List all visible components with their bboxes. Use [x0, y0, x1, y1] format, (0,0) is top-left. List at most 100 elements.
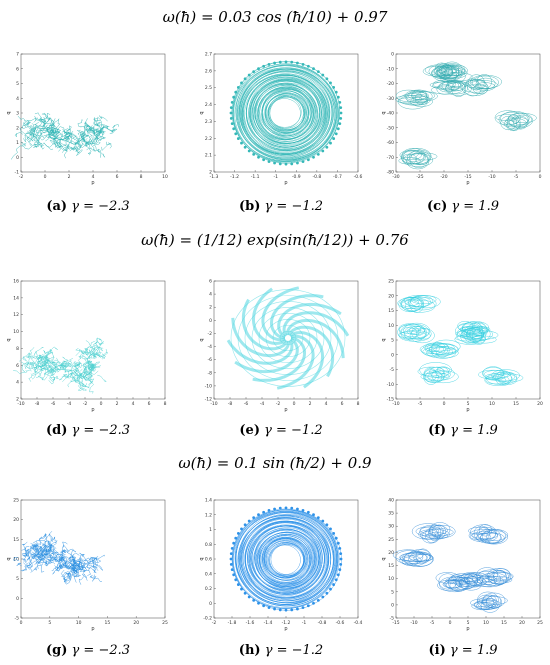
- x-tick-label: -2: [212, 620, 217, 626]
- y-tick-label: 2.1: [205, 153, 212, 159]
- edge-point: [262, 604, 266, 608]
- y-tick-label: 6: [16, 66, 19, 72]
- trajectory-segment: [84, 138, 89, 146]
- trajectory-segment: [47, 131, 55, 139]
- trajectory-segment: [51, 565, 59, 572]
- orbit-loop: [434, 64, 466, 79]
- trajectory-segment: [42, 112, 52, 120]
- plot-e: -10 -8 -6 -4 -2 0 2 4 6 8 -12 -10 -8 -6 -4 -2 0 2 4 6 p q: [198, 277, 363, 413]
- orbit-loop: [415, 526, 440, 536]
- caption-gamma: γ = 1.9: [449, 643, 498, 658]
- formula-row-1: ω(ħ) = 0.03 cos (ħ/10) + 0.97: [162, 8, 388, 26]
- orbit-loop: [482, 366, 504, 381]
- trajectory-segment: [29, 361, 34, 369]
- orbit-loop: [402, 153, 434, 167]
- plot-frame: [20, 53, 166, 173]
- edge-point: [247, 519, 251, 523]
- y-tick-label: -4: [208, 344, 213, 350]
- edge-point: [284, 506, 288, 510]
- trajectory-segment: [52, 136, 59, 144]
- y-tick-label: 0: [16, 596, 19, 602]
- orbit-loop: [492, 568, 511, 581]
- trajectory-segment: [71, 361, 81, 367]
- trajectory-segment: [50, 368, 57, 377]
- trajectory-segment: [43, 118, 47, 124]
- trajectory-segment: [60, 549, 72, 555]
- y-tick-label: 6: [16, 363, 19, 369]
- edge-point: [273, 507, 276, 511]
- trajectory: [10, 112, 119, 160]
- y-tick-label: -1: [15, 170, 20, 176]
- trajectory-segment: [46, 540, 52, 545]
- trajectory-segment: [31, 371, 42, 380]
- trajectory-segment: [50, 118, 56, 125]
- trajectory-segment: [19, 352, 33, 362]
- orbit-ring: [244, 75, 329, 154]
- x-tick-label: 5: [48, 620, 51, 626]
- orbit-loop: [429, 524, 456, 539]
- trajectory-segment: [42, 119, 46, 128]
- caption-label: (i): [428, 643, 446, 658]
- orbit-loop: [400, 149, 426, 165]
- trajectory-link: [45, 358, 60, 370]
- trajectory-segment: [65, 138, 72, 146]
- x-tick-label: 0: [539, 174, 542, 180]
- x-tick-label: -0.8: [312, 174, 321, 180]
- x-tick-label: 6: [116, 174, 119, 180]
- edge-point: [339, 562, 343, 566]
- y-tick-label: 15: [388, 308, 394, 314]
- x-tick-label: -4: [67, 401, 72, 407]
- edge-point: [329, 587, 332, 591]
- trajectory-segment: [97, 564, 104, 571]
- spiral-arm: [261, 286, 300, 342]
- orbit-loop: [486, 529, 501, 544]
- trajectory-segment: [31, 124, 36, 133]
- trajectory-segment: [39, 127, 50, 131]
- trajectory-segment: [59, 361, 68, 366]
- orbit-loop: [439, 65, 462, 78]
- trajectory-segment: [62, 144, 68, 159]
- caption-label: (g): [45, 643, 68, 658]
- orbit-loop: [473, 525, 490, 541]
- orbit-loop: [427, 370, 459, 384]
- trajectory-segment: [87, 374, 93, 380]
- plot-a-svg: -2 0 2 4 6 8 10 -1 0 1 2 3 4 5 6 7 p q: [6, 52, 168, 186]
- orbit-loop: [398, 323, 421, 335]
- y-tick-label: -30: [387, 96, 394, 102]
- orbit-loop: [403, 148, 432, 165]
- orbit-loop: [478, 596, 508, 605]
- trajectory-segment: [99, 130, 106, 135]
- trajectory-segment: [16, 562, 22, 567]
- y-tick-label: 20: [388, 293, 394, 299]
- trajectory-segment: [32, 362, 36, 369]
- trajectory-segment: [20, 141, 26, 147]
- trajectory-segment: [63, 572, 71, 582]
- x-tick-label: -5: [514, 174, 519, 180]
- orbit-loop: [471, 601, 496, 611]
- trajectory-link: [50, 137, 64, 140]
- trajectory-segment: [83, 573, 88, 581]
- edge-point: [229, 552, 233, 556]
- trajectory-segment: [75, 348, 85, 356]
- edge-point: [338, 100, 342, 104]
- y-tick-label: 0.2: [205, 586, 212, 592]
- trajectory-segment: [59, 549, 65, 560]
- trajectory-segment: [71, 558, 78, 566]
- plot-h: -2 -1.8 -1.6 -1.4 -1.2 -1 -0.8 -0.6 -0.4 -0.2 0 0.2…: [198, 496, 363, 632]
- orbit-ring: [254, 83, 317, 142]
- trajectory-segment: [41, 113, 51, 119]
- orbit-ring: [272, 324, 304, 352]
- x-tick-label: -0.8: [318, 620, 327, 626]
- spiral-arm: [282, 311, 350, 337]
- trajectory-segment: [30, 566, 37, 573]
- trajectory-segment: [79, 133, 85, 139]
- caption-label: (c): [427, 199, 448, 214]
- trajectory-segment: [63, 128, 71, 135]
- trajectory-segment: [51, 356, 55, 364]
- trajectory-segment: [82, 367, 90, 381]
- trajectory-segment: [57, 559, 64, 568]
- trajectory-segment: [37, 556, 45, 565]
- orbit-loop: [460, 577, 483, 591]
- edge-point: [262, 64, 266, 68]
